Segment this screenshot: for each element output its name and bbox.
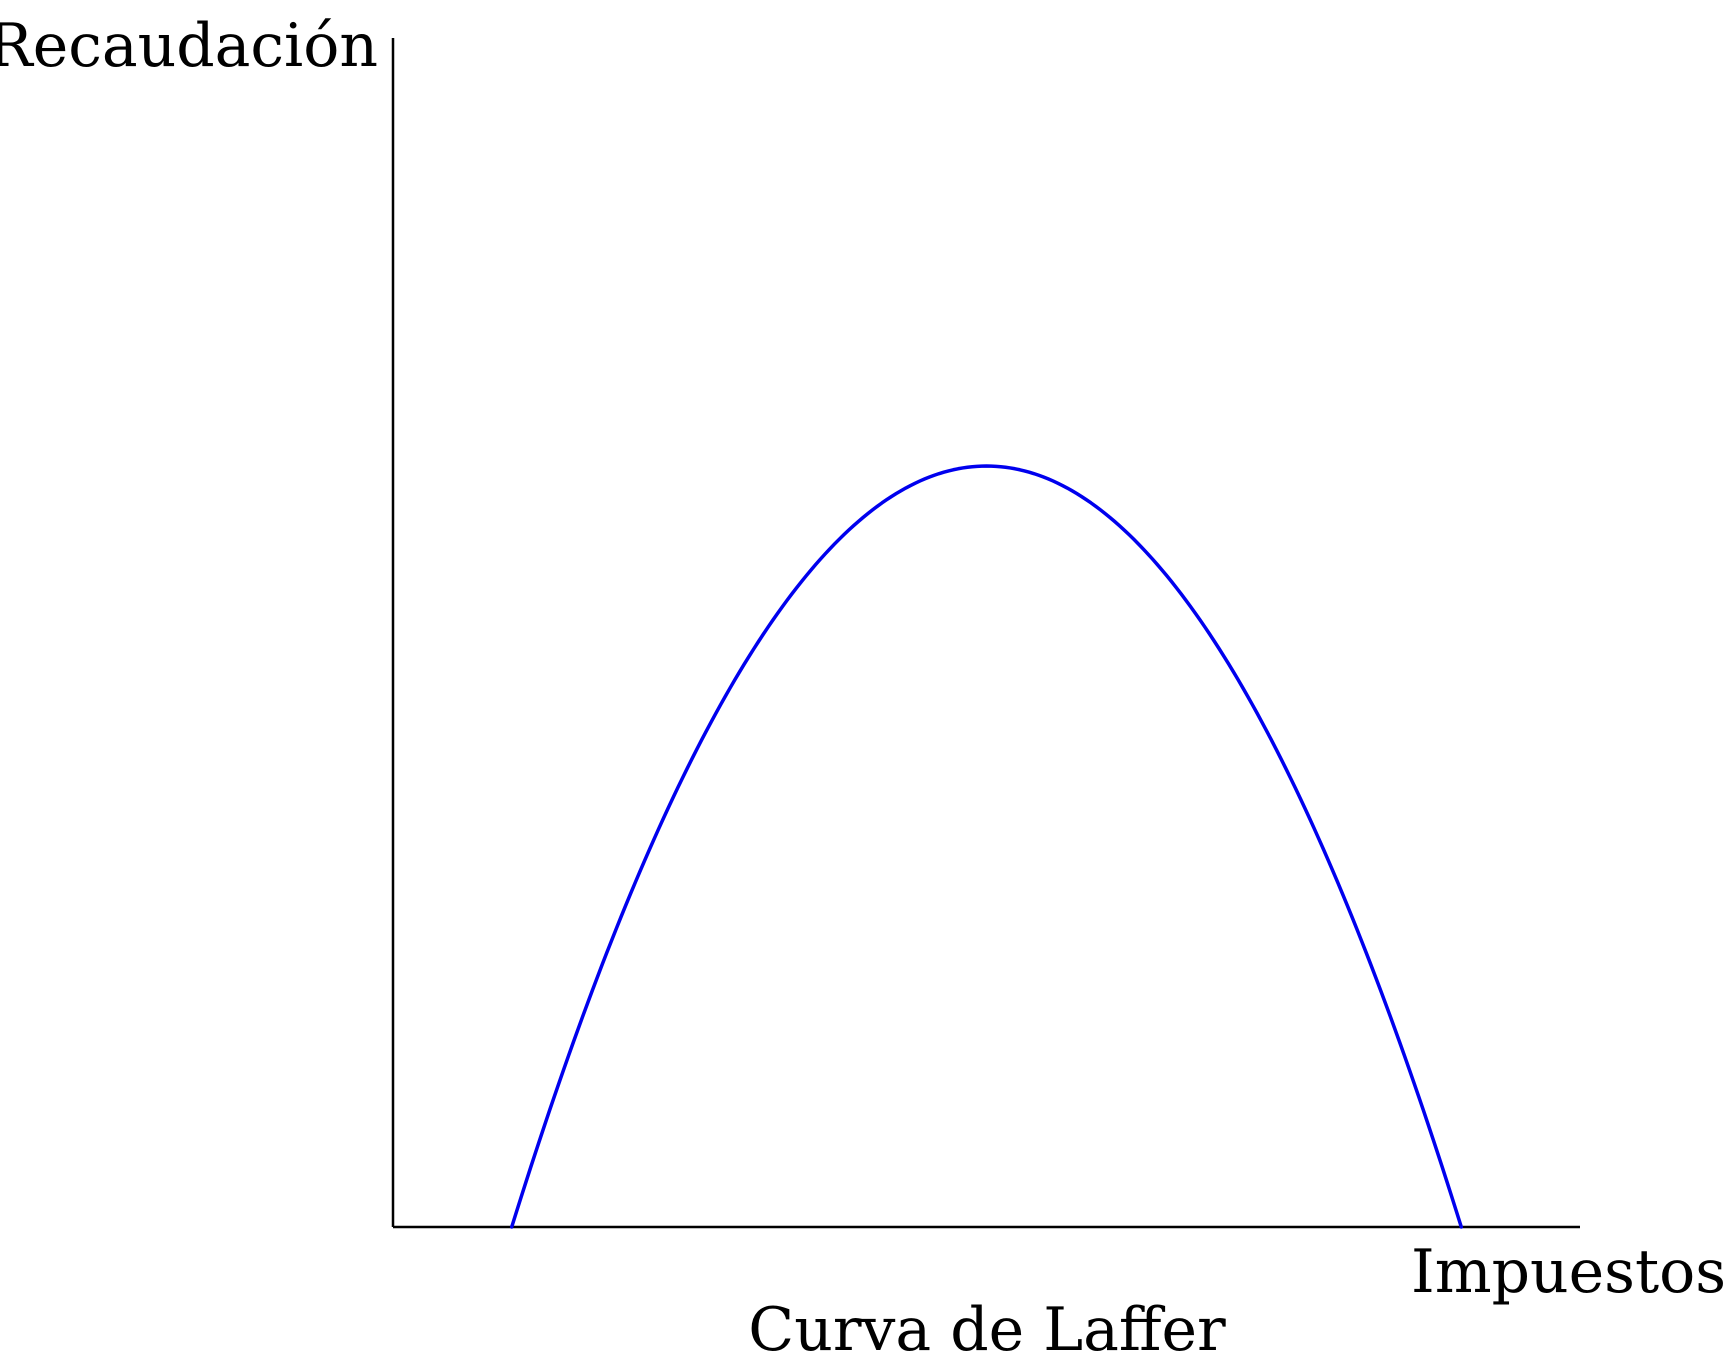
y-axis-label: Recaudación [0,11,378,81]
chart-title: Curva de Laffer [748,1295,1226,1357]
laffer-curve-line [509,464,1464,1229]
x-axis-label: Impuestos [1411,1237,1726,1307]
